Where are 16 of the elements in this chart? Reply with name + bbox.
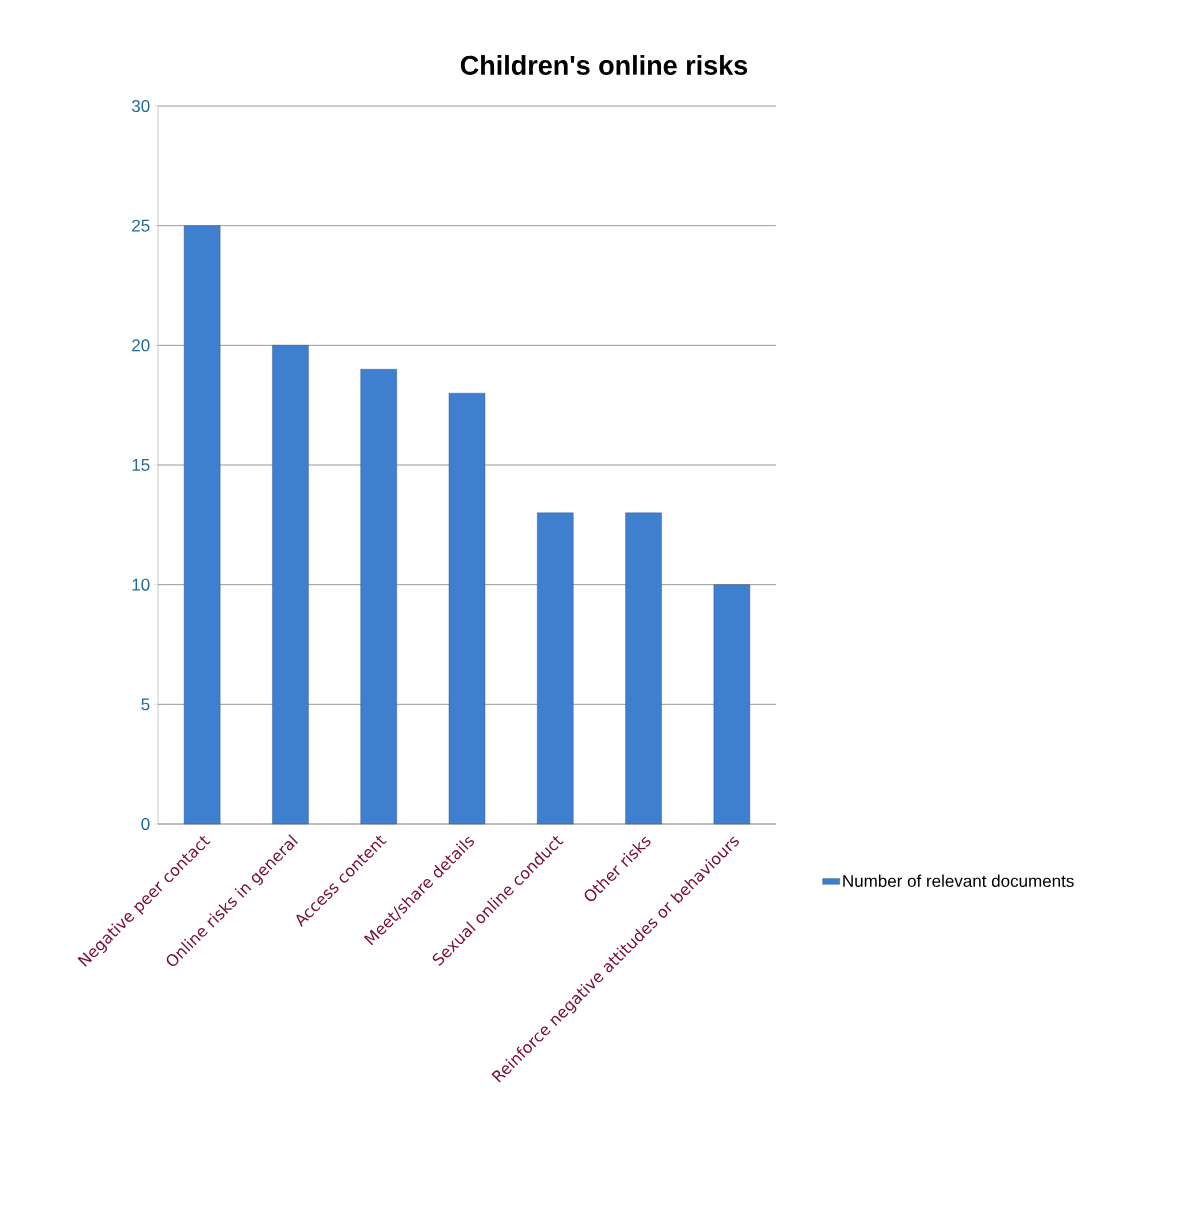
y-tick-label: 25 [132, 219, 150, 232]
y-tick-label: 20 [132, 339, 150, 352]
y-tick-label: 10 [132, 578, 150, 591]
y-tick-label: 15 [132, 459, 150, 471]
bar [360, 369, 397, 825]
bar [537, 512, 574, 825]
chart-title: Children's online risks [460, 55, 748, 75]
y-tick-label: 5 [141, 698, 150, 711]
bar [713, 584, 751, 825]
bar [625, 512, 662, 825]
legend-label: Number of relevant documents [843, 874, 1074, 888]
y-tick-label: 0 [141, 817, 150, 831]
bar [183, 225, 221, 825]
bar [448, 393, 486, 825]
y-tick-label: 30 [131, 99, 150, 113]
bar [272, 345, 309, 825]
